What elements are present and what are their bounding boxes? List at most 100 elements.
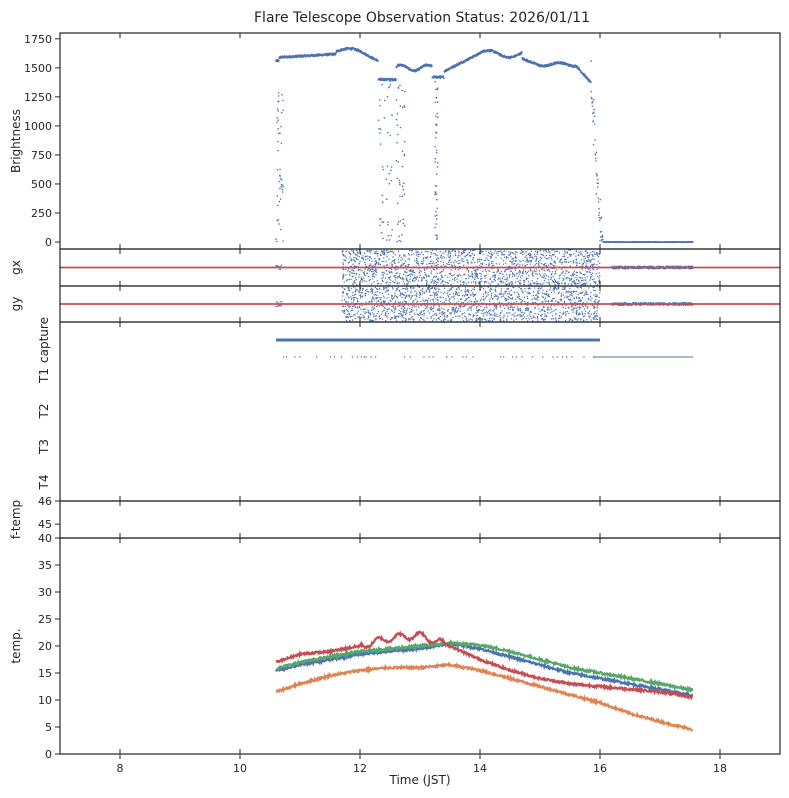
- data-point: [400, 313, 403, 315]
- data-point: [483, 259, 486, 262]
- data-point: [489, 298, 491, 300]
- data-point: [449, 289, 451, 292]
- data-point: [416, 294, 418, 296]
- data-point: [424, 250, 427, 253]
- data-point: [491, 254, 493, 256]
- data-point: [468, 319, 470, 321]
- data-point: [462, 283, 465, 285]
- data-point: [420, 289, 422, 291]
- data-point: [350, 278, 352, 280]
- data-point: [398, 255, 401, 257]
- data-point: [380, 254, 382, 257]
- data-point: [423, 300, 425, 302]
- data-point: [415, 309, 418, 311]
- data-point: [529, 268, 532, 270]
- data-point: [393, 307, 395, 309]
- data-point: [381, 318, 384, 320]
- data-point: [459, 306, 462, 308]
- data-point: [560, 298, 562, 300]
- data-point: [396, 272, 398, 274]
- data-point: [485, 310, 488, 312]
- data-point: [356, 312, 358, 314]
- data-point: [564, 251, 567, 254]
- data-point: [589, 265, 592, 267]
- data-point: [485, 281, 488, 283]
- data-point: [500, 312, 502, 315]
- data-point: [447, 282, 450, 284]
- data-point: [460, 289, 462, 292]
- data-point: [440, 278, 442, 280]
- data-point: [348, 271, 351, 273]
- data-point: [406, 294, 408, 297]
- data-point: [360, 308, 362, 310]
- data-point: [377, 59, 379, 62]
- data-point: [490, 256, 493, 258]
- data-point: [369, 312, 372, 315]
- data-point: [580, 299, 582, 301]
- data-point: [524, 300, 526, 303]
- data-point: [352, 269, 354, 271]
- data-point: [497, 270, 499, 272]
- data-point: [352, 305, 355, 308]
- data-point: [472, 276, 474, 279]
- data-point: [434, 131, 437, 133]
- data-point: [547, 306, 549, 308]
- data-point: [502, 295, 505, 297]
- data-point: [508, 291, 510, 293]
- data-point: [364, 268, 366, 270]
- data-point: [478, 258, 481, 260]
- data-point: [488, 310, 490, 312]
- data-point: [368, 270, 371, 272]
- data-point: [554, 261, 556, 263]
- data-point: [450, 261, 452, 263]
- data-point: [559, 317, 561, 320]
- data-point: [422, 318, 424, 321]
- data-point: [552, 318, 554, 320]
- data-point: [499, 280, 502, 282]
- data-point: [443, 287, 446, 289]
- data-point: [278, 200, 281, 203]
- data-point: [493, 271, 495, 274]
- data-point: [601, 234, 604, 236]
- data-point: [372, 273, 374, 275]
- data-point: [484, 297, 486, 299]
- data-point: [356, 254, 358, 256]
- data-point: [353, 256, 355, 259]
- data-point: [564, 286, 566, 288]
- data-point: [282, 184, 284, 187]
- data-point: [441, 257, 443, 259]
- data-point: [441, 314, 443, 316]
- data-point: [476, 273, 479, 275]
- data-point: [579, 250, 582, 253]
- data-point: [365, 301, 367, 304]
- data-point: [392, 305, 394, 307]
- data-point: [397, 268, 399, 271]
- data-point: [418, 272, 421, 274]
- data-point: [580, 283, 583, 286]
- data-point: [420, 300, 422, 302]
- data-point: [535, 273, 537, 275]
- plot-layers: 02505007501000125015001750Brightnessgxgy…: [9, 32, 781, 775]
- data-point: [375, 315, 378, 317]
- data-point: [558, 261, 561, 263]
- data-point: [407, 258, 409, 260]
- data-point: [434, 226, 436, 229]
- data-point: [547, 279, 550, 281]
- data-point: [282, 186, 284, 188]
- data-point: [410, 254, 413, 256]
- data-point: [480, 286, 483, 289]
- data-point: [385, 270, 388, 272]
- data-point: [559, 259, 561, 262]
- data-point: [422, 263, 424, 265]
- data-point: [399, 301, 401, 303]
- data-point: [473, 288, 476, 291]
- data-point: [441, 281, 444, 283]
- data-point: [553, 297, 555, 300]
- data-point: [457, 269, 460, 271]
- data-point: [503, 320, 505, 322]
- data-point: [595, 252, 598, 255]
- data-point: [434, 215, 437, 217]
- data-point: [348, 307, 350, 309]
- data-point: [364, 318, 366, 321]
